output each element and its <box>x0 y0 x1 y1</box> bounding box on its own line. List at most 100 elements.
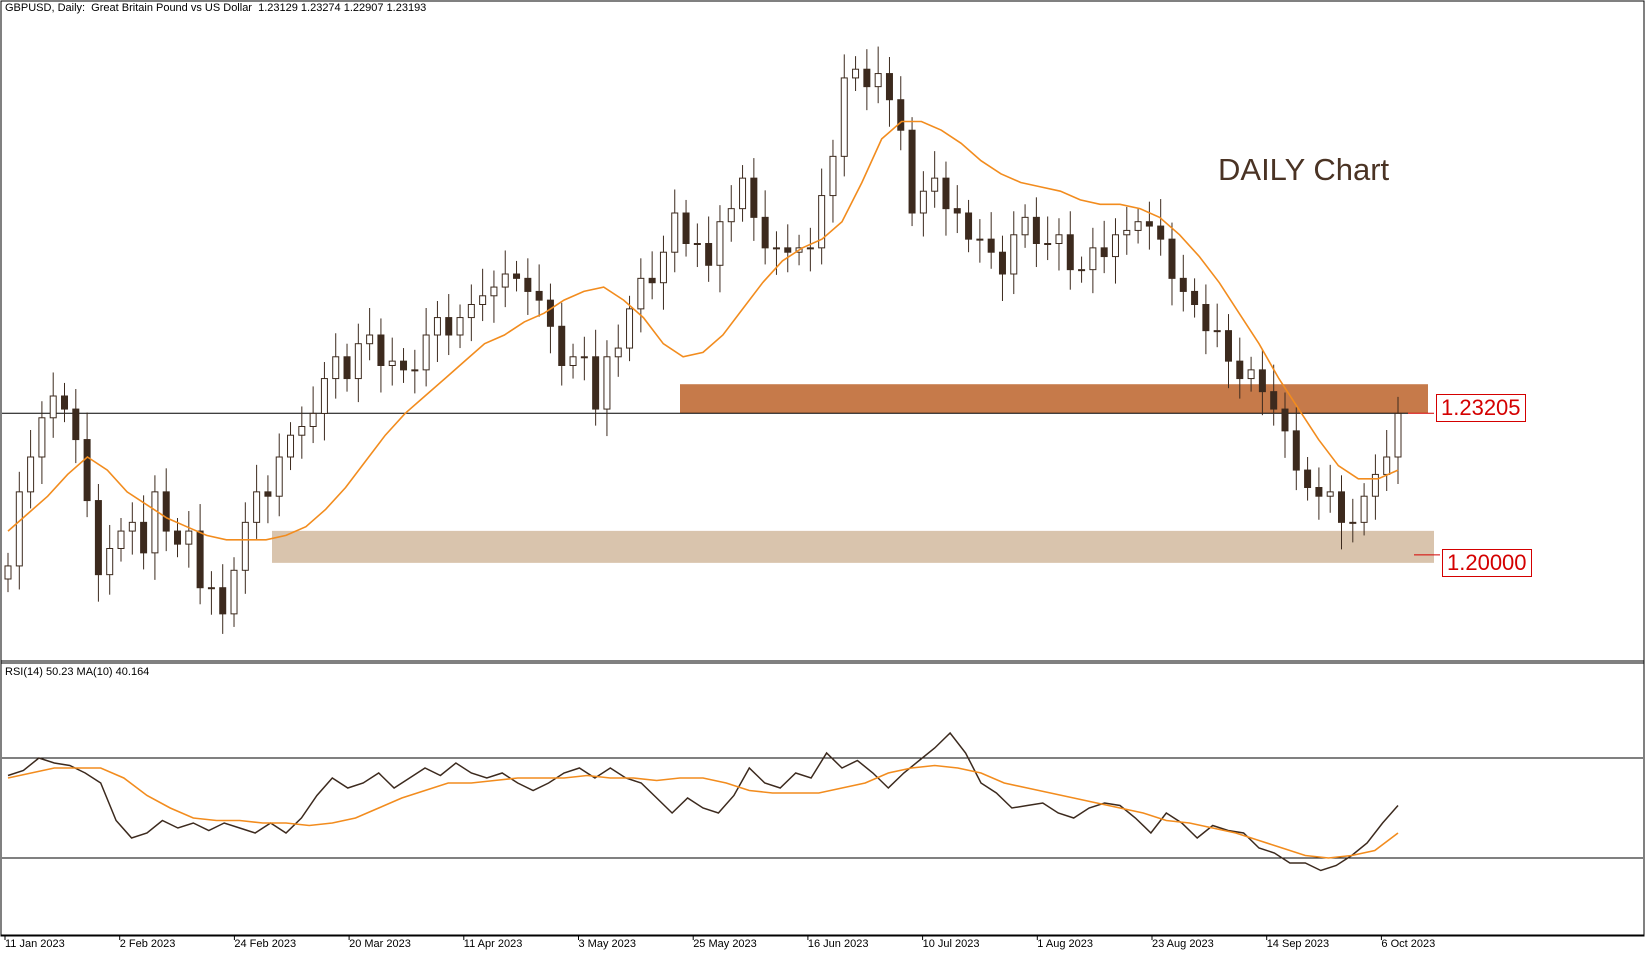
chart-header: GBPUSD, Daily: Great Britain Pound vs US… <box>5 2 427 14</box>
candle-bear <box>1270 391 1278 410</box>
candle-bear <box>1066 234 1074 271</box>
candle-bull <box>739 177 747 210</box>
x-tick-label: 1 Aug 2023 <box>1037 938 1093 950</box>
resistance-price-label: 1.23205 <box>1436 394 1526 422</box>
rsi-line <box>7 731 1399 872</box>
candle-bear <box>1337 491 1345 523</box>
candle-bull <box>1349 521 1357 524</box>
x-tick-label: 20 Mar 2023 <box>349 938 411 950</box>
candle-bull <box>1021 216 1029 236</box>
candle-bull <box>388 360 396 366</box>
candle-bear <box>1224 330 1232 362</box>
candle-bear <box>897 99 905 131</box>
candle-bull <box>411 369 419 372</box>
candle-bull <box>241 521 249 571</box>
candle-bear <box>445 317 453 336</box>
candle-bear <box>72 408 80 441</box>
candle-bear <box>1168 238 1176 279</box>
candle-bull <box>840 77 848 157</box>
x-tick-label: 23 Aug 2023 <box>1152 938 1214 950</box>
candle-bear <box>196 530 204 589</box>
candle-bear <box>513 273 521 279</box>
candle-bear <box>953 208 961 214</box>
candle-bull <box>354 343 362 380</box>
candle-bear <box>965 212 973 240</box>
candle-bear <box>140 521 148 554</box>
candle-bear <box>942 177 950 210</box>
candle-bull <box>569 356 577 366</box>
candle-bull <box>716 221 724 266</box>
candle-bull <box>693 243 701 245</box>
candle-bear <box>750 177 758 218</box>
x-tick-label: 24 Feb 2023 <box>234 938 297 950</box>
candle-bull <box>1213 330 1221 333</box>
candle-bear <box>761 216 769 249</box>
x-tick-label: 6 Oct 2023 <box>1381 938 1436 950</box>
chart-border <box>0 0 1645 937</box>
candle-bear <box>83 439 91 502</box>
candle-bull <box>671 212 679 253</box>
candle-bear <box>1179 277 1187 292</box>
candle-bear <box>546 299 554 327</box>
x-tick-label: 10 Jul 2023 <box>922 938 980 950</box>
support-price-label: 1.20000 <box>1442 549 1532 577</box>
candle-bull <box>117 530 125 549</box>
candle-bull <box>309 412 317 427</box>
candle-bull <box>366 334 374 345</box>
candle-bull <box>614 347 622 358</box>
candle-bull <box>185 530 193 545</box>
candle-bull <box>38 417 46 458</box>
candle-bull <box>637 277 645 310</box>
candle-bear <box>94 500 102 576</box>
candle-bear <box>1281 408 1289 432</box>
x-tick-label: 14 Sep 2023 <box>1266 938 1330 950</box>
candle-bull <box>919 190 927 214</box>
resistance-zone <box>680 384 1428 414</box>
candle-bull <box>818 195 826 249</box>
candle-bear <box>885 73 893 101</box>
candle-bull <box>151 491 159 554</box>
candle-bear <box>863 68 871 88</box>
candle-bear <box>705 243 713 266</box>
candle-bull <box>456 317 464 336</box>
candle-bear <box>264 491 272 497</box>
candle-bull <box>275 456 283 497</box>
rsi-header: RSI(14) 50.23 MA(10) 40.164 <box>5 666 150 678</box>
candle-bull <box>727 208 735 223</box>
candle-bull <box>1326 491 1334 497</box>
x-tick-label: 3 May 2023 <box>578 938 636 950</box>
candle-bear <box>987 238 995 253</box>
moving-average-line <box>7 120 1399 541</box>
candle-bear <box>1032 216 1040 245</box>
candle-bull <box>1134 221 1142 231</box>
candle-bear <box>558 325 566 366</box>
candle-bear <box>400 360 408 371</box>
x-tick-label: 11 Jan 2023 <box>5 938 65 950</box>
candle-bear <box>377 334 385 366</box>
candle-bull <box>1078 269 1086 272</box>
candle-bull <box>1394 412 1402 458</box>
candle-bear <box>1191 290 1199 305</box>
candle-bull <box>49 395 57 419</box>
candle-bull <box>1383 456 1391 475</box>
candle-bull <box>659 251 667 284</box>
candle-bear <box>648 277 656 284</box>
candle-bear <box>1258 369 1266 393</box>
candle-bull <box>1010 234 1018 275</box>
candle-bull <box>467 304 475 319</box>
x-tick-label: 25 May 2023 <box>693 938 757 950</box>
candle-bear <box>592 356 600 410</box>
candle-bear <box>908 129 916 214</box>
candle-bear <box>61 395 69 410</box>
candle-bull <box>626 308 634 349</box>
x-tick-label: 2 Feb 2023 <box>119 938 176 950</box>
candle-bull <box>320 378 328 414</box>
candle-bear <box>1202 304 1210 332</box>
x-tick-label: 11 Apr 2023 <box>463 938 523 950</box>
candle-bear <box>1145 221 1153 227</box>
chart-annotation-title: DAILY Chart <box>1218 152 1390 187</box>
candle-bull <box>1044 243 1052 245</box>
candle-bear <box>524 277 532 292</box>
